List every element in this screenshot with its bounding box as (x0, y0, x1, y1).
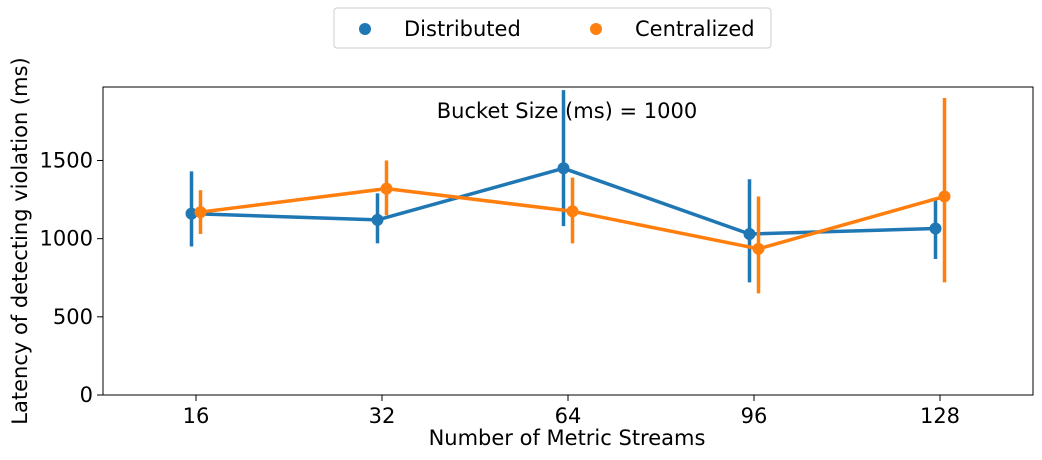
y-axis-label: Latency of detecting violation (ms) (8, 57, 32, 424)
data-point-centralized (752, 242, 765, 255)
legend-marker-distributed (359, 23, 371, 35)
x-tick-label: 128 (920, 404, 960, 428)
legend-box (333, 7, 772, 49)
x-axis-label: Number of Metric Streams (429, 426, 706, 450)
y-tick-label: 1500 (40, 148, 93, 172)
data-point-distributed (371, 213, 384, 226)
data-point-centralized (566, 205, 579, 218)
y-axis: 0 500 1000 1500 (40, 148, 103, 407)
x-tick-label: 64 (555, 404, 582, 428)
chart-annotation: Bucket Size (ms) = 1000 (437, 99, 697, 123)
y-tick-label: 1000 (40, 227, 93, 251)
series-layer (185, 90, 951, 294)
data-point-distributed (557, 162, 570, 175)
y-tick-label: 500 (53, 305, 93, 329)
data-point-distributed (743, 227, 756, 240)
data-point-centralized (938, 190, 951, 203)
legend-marker-centralized (590, 23, 602, 35)
legend: Distributed Centralized (333, 7, 772, 49)
data-point-distributed (185, 207, 198, 220)
axes: 0 500 1000 1500 16 32 64 96 128 (40, 86, 1034, 428)
x-tick-label: 16 (183, 404, 210, 428)
plot-frame (102, 86, 1034, 396)
legend-label-centralized: Centralized (635, 17, 755, 41)
y-tick-label: 0 (80, 383, 93, 407)
x-tick-label: 32 (369, 404, 396, 428)
series-centralized (194, 97, 951, 294)
x-tick-label: 96 (741, 404, 768, 428)
legend-label-distributed: Distributed (404, 17, 521, 41)
data-point-centralized (380, 182, 393, 195)
data-point-distributed (929, 222, 942, 235)
data-point-centralized (194, 206, 207, 219)
x-axis: 16 32 64 96 128 (183, 395, 960, 428)
